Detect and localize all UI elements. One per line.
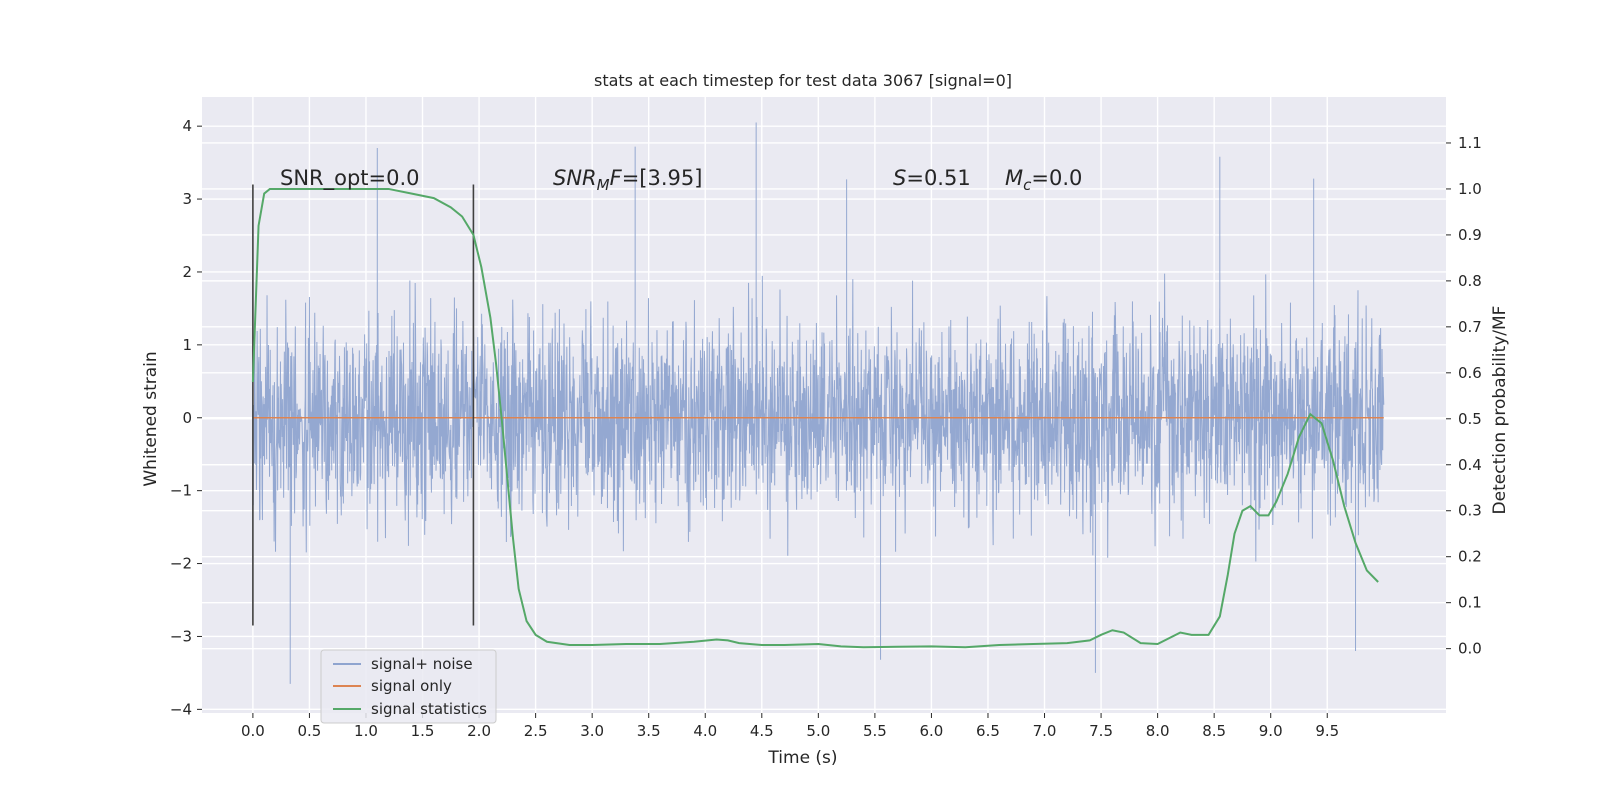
series-signal-statistics <box>251 187 1379 649</box>
annotation-s-stat: S=0.51 <box>893 166 971 190</box>
y2-tick-label: 0.0 <box>1458 640 1482 658</box>
annotation-mc-sub: c <box>1023 176 1032 194</box>
x-tick-label: 6.5 <box>976 722 1000 740</box>
legend-label-signal-statistics: signal statistics <box>371 700 487 718</box>
x-tick-label: 9.0 <box>1259 722 1283 740</box>
x-tick-label: 4.5 <box>750 722 774 740</box>
annotation-mc-value: =0.0 <box>1031 166 1082 190</box>
x-tick-label: 8.5 <box>1202 722 1226 740</box>
x-tick-label: 5.0 <box>806 722 830 740</box>
vertical-markers <box>252 184 475 626</box>
x-tick-label: 2.0 <box>467 722 491 740</box>
y-tick-label: 4 <box>182 117 192 135</box>
y-axis-label: Whitened strain <box>141 351 161 486</box>
legend-box <box>320 649 497 724</box>
y2-tick-label: 0.9 <box>1458 226 1482 244</box>
y-tick-label: −1 <box>170 482 192 500</box>
annotation-snr-mf: SNRMF=[3.95] <box>553 166 702 194</box>
y2-axis-label: Detection probability/MF <box>1490 306 1510 515</box>
annotation-s-main: S <box>893 166 906 190</box>
annotation-snr-mf-tail: F <box>610 166 623 190</box>
y-tick-label: 0 <box>182 409 192 427</box>
x-tick-label: 3.0 <box>580 722 604 740</box>
y2-tick-label: 0.7 <box>1458 318 1482 336</box>
y2-tick-label: 0.5 <box>1458 410 1482 428</box>
y2-tick-label: 0.2 <box>1458 548 1482 566</box>
annotation-mc-stat: Mc=0.0 <box>1005 166 1082 194</box>
y-tick-label: −2 <box>170 555 192 573</box>
y2-tick-label: 1.1 <box>1458 134 1482 152</box>
annotation-snr-mf-sub: M <box>597 176 610 194</box>
annotation-snr-mf-value: =[3.95] <box>622 166 703 190</box>
y2-tick-label: 0.4 <box>1458 456 1482 474</box>
x-tick-label: 1.0 <box>354 722 378 740</box>
x-tick-label: 1.5 <box>411 722 435 740</box>
signal-noise-line <box>252 122 1385 684</box>
x-tick-label: 7.5 <box>1089 722 1113 740</box>
x-axis-ticks: 0.0 0.5 1.0 1.5 2.0 2.5 3.0 3.5 4.0 4.5 5.0 5.5 6.0 6… <box>241 713 1339 740</box>
y2-tick-label: 0.1 <box>1458 594 1482 612</box>
y2-axis-ticks: 1.1 1.0 0.9 0.8 0.7 0.6 0.5 0.4 0.3 0.2 0.1 0.0 <box>1446 134 1482 658</box>
annotations: SNR_opt=0.0 SNRMF=[3.95] S=0.51 Mc=0.0 <box>280 166 1082 194</box>
chart-title: stats at each timestep for test data 306… <box>594 71 1012 90</box>
y-tick-label: 1 <box>182 336 192 354</box>
x-tick-label: 4.0 <box>693 722 717 740</box>
y-tick-label: 2 <box>182 263 192 281</box>
y-tick-label: −4 <box>170 700 192 718</box>
x-tick-label: 5.5 <box>863 722 887 740</box>
x-tick-label: 0.0 <box>241 722 265 740</box>
x-axis-label: Time (s) <box>767 748 837 768</box>
annotation-snr-mf-main: SNR <box>553 166 597 190</box>
signal-statistics-line <box>251 187 1379 649</box>
y2-tick-label: 0.3 <box>1458 502 1482 520</box>
legend-label-signal-only: signal only <box>371 677 452 695</box>
x-tick-label: 9.5 <box>1315 722 1339 740</box>
y2-tick-label: 0.8 <box>1458 272 1482 290</box>
series-signal-noise <box>252 122 1385 684</box>
legend: signal+ noise signal only signal statist… <box>320 649 497 724</box>
y2-tick-label: 1.0 <box>1458 180 1482 198</box>
annotation-snr-opt: SNR_opt=0.0 <box>280 166 420 191</box>
annotation-mc-main: M <box>1005 166 1023 190</box>
x-tick-label: 3.5 <box>637 722 661 740</box>
legend-label-signal-noise: signal+ noise <box>371 655 473 673</box>
x-tick-label: 2.5 <box>524 722 548 740</box>
annotation-s-value: =0.51 <box>906 166 970 190</box>
y2-tick-label: 0.6 <box>1458 364 1482 382</box>
x-tick-label: 8.0 <box>1146 722 1170 740</box>
y-tick-label: 3 <box>182 190 192 208</box>
x-tick-label: 6.0 <box>920 722 944 740</box>
x-tick-label: 0.5 <box>298 722 322 740</box>
y-axis-ticks: 4 3 2 1 0 −1 −2 −3 −4 <box>170 117 202 718</box>
y-tick-label: −3 <box>170 627 192 645</box>
x-tick-label: 7.0 <box>1033 722 1057 740</box>
